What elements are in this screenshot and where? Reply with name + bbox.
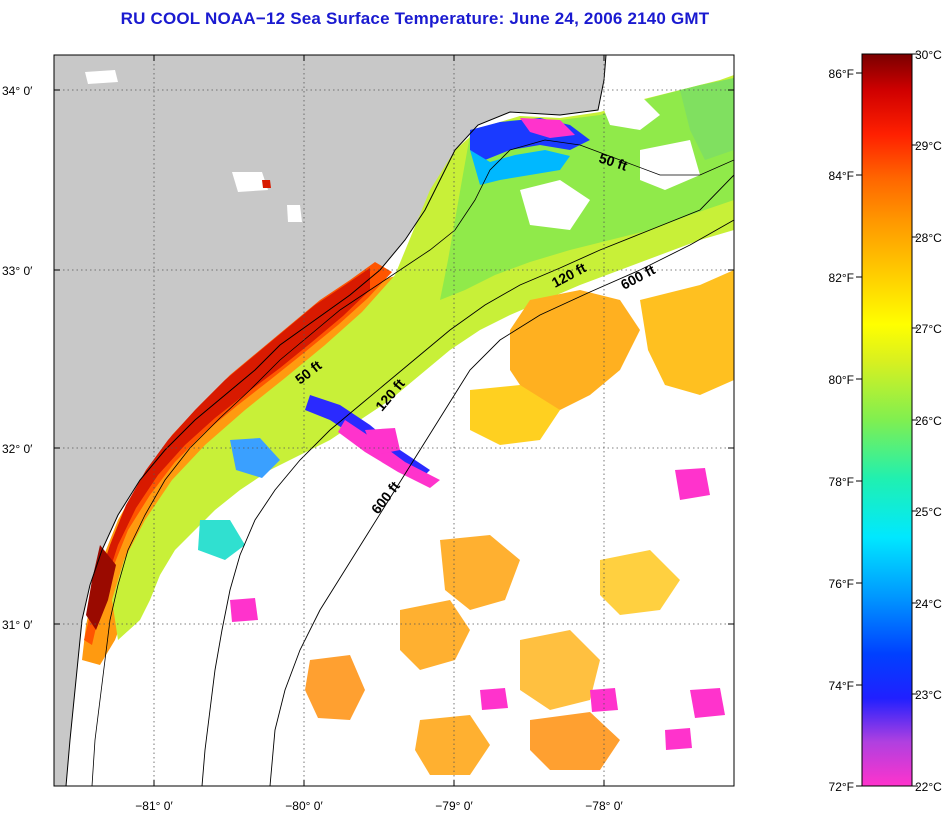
color-bar-label-86f: 86°F xyxy=(829,67,854,81)
lat-label-31: 31° 0′ xyxy=(2,618,33,632)
color-bar-label-82f: 82°F xyxy=(829,271,854,285)
color-bar-label-22c: 22°C xyxy=(915,780,942,794)
sst-map xyxy=(54,55,734,786)
coastline xyxy=(65,55,607,786)
color-bar-label-74f: 74°F xyxy=(829,679,854,693)
lon-label-78: −78° 0′ xyxy=(585,799,623,813)
contour-600ft xyxy=(269,219,734,786)
color-bar-label-25c: 25°C xyxy=(915,505,942,519)
color-bar-label-72f: 72°F xyxy=(829,780,854,794)
color-bar-label-23c: 23°C xyxy=(915,688,942,702)
color-bar-label-76f: 76°F xyxy=(829,577,854,591)
sst-field xyxy=(82,70,734,775)
color-bar-label-28c: 28°C xyxy=(915,231,942,245)
lon-label-79: −79° 0′ xyxy=(435,799,473,813)
contour-50ft xyxy=(91,139,734,786)
color-bar-label-78f: 78°F xyxy=(829,475,854,489)
map-frame xyxy=(53,54,735,787)
color-bar-label-26c: 26°C xyxy=(915,414,942,428)
graticule xyxy=(54,55,734,786)
color-bar-ticks xyxy=(856,53,918,787)
lat-label-32: 32° 0′ xyxy=(2,442,33,456)
color-bar-label-80f: 80°F xyxy=(829,373,854,387)
color-bar-gradient xyxy=(861,53,913,787)
land-mass xyxy=(54,55,606,786)
lon-label-81: −81° 0′ xyxy=(135,799,173,813)
color-bar-label-29c: 29°C xyxy=(915,139,942,153)
map-ticks xyxy=(54,55,734,786)
color-bar-label-84f: 84°F xyxy=(829,169,854,183)
contour-120ft xyxy=(201,174,734,786)
color-bar-label-24c: 24°C xyxy=(915,597,942,611)
color-bar-label-27c: 27°C xyxy=(915,322,942,336)
map-title: RU COOL NOAA−12 Sea Surface Temperature:… xyxy=(120,9,710,28)
lat-label-33: 33° 0′ xyxy=(2,264,33,278)
lat-label-34: 34° 0′ xyxy=(2,84,33,98)
color-bar: 86°F 84°F 82°F 80°F 78°F 76°F 74°F 72°F … xyxy=(829,48,943,794)
lon-label-80: −80° 0′ xyxy=(285,799,323,813)
color-bar-label-30c: 30°C xyxy=(915,48,942,62)
